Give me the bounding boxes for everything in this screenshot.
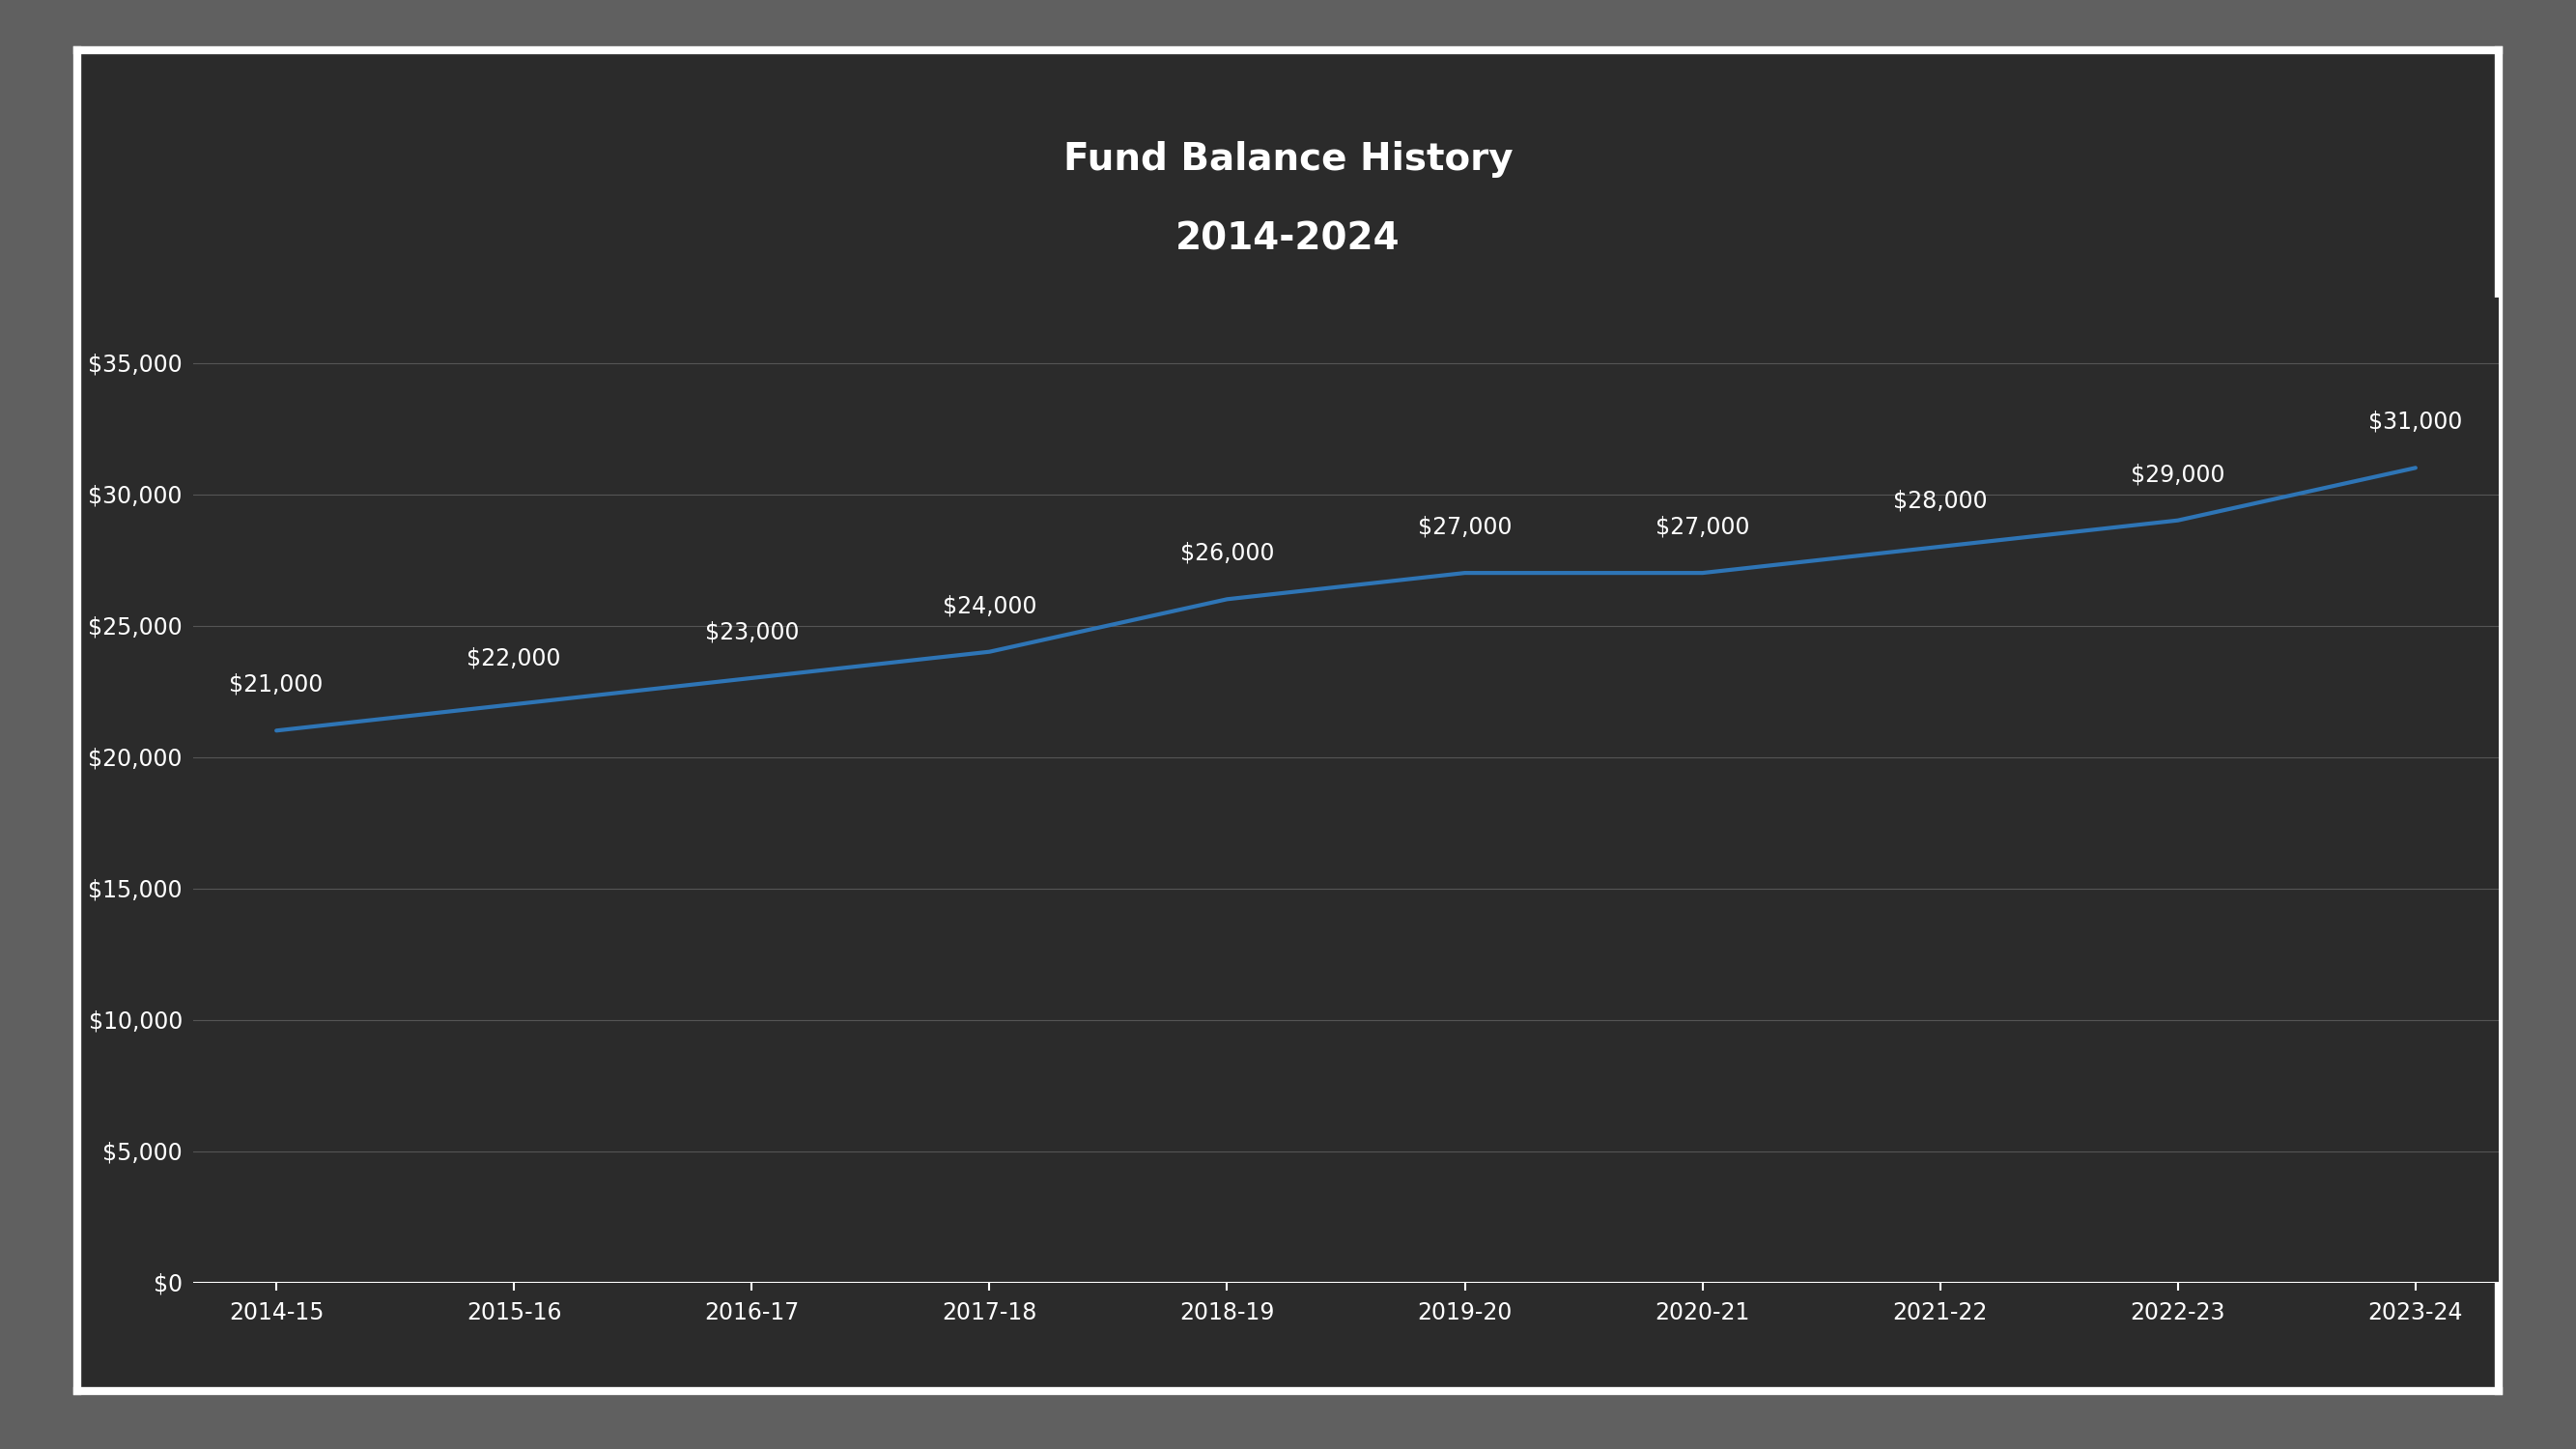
Text: $31,000: $31,000 [2367, 410, 2463, 433]
Text: 2014-2024: 2014-2024 [1175, 220, 1401, 258]
Text: $27,000: $27,000 [1656, 516, 1749, 539]
Text: $27,000: $27,000 [1417, 516, 1512, 539]
Text: $26,000: $26,000 [1180, 542, 1275, 565]
Text: $28,000: $28,000 [1893, 490, 1986, 513]
Text: $21,000: $21,000 [229, 674, 325, 697]
Text: $29,000: $29,000 [2130, 464, 2226, 487]
Text: $23,000: $23,000 [706, 620, 799, 643]
Text: Fund Balance History: Fund Balance History [1064, 141, 1512, 178]
Text: $22,000: $22,000 [466, 646, 562, 669]
Text: $24,000: $24,000 [943, 594, 1036, 617]
